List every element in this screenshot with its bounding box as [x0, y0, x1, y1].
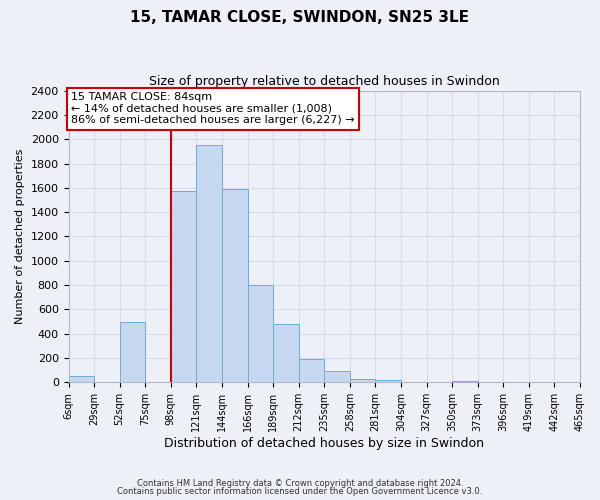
Text: 15, TAMAR CLOSE, SWINDON, SN25 3LE: 15, TAMAR CLOSE, SWINDON, SN25 3LE [131, 10, 470, 25]
Title: Size of property relative to detached houses in Swindon: Size of property relative to detached ho… [149, 75, 500, 88]
Bar [68, 376, 94, 382]
Bar [273, 324, 299, 382]
Bar [350, 378, 376, 382]
Bar [248, 285, 273, 382]
Bar [222, 189, 248, 382]
Text: 15 TAMAR CLOSE: 84sqm
← 14% of detached houses are smaller (1,008)
86% of semi-d: 15 TAMAR CLOSE: 84sqm ← 14% of detached … [71, 92, 355, 125]
Text: Contains HM Land Registry data © Crown copyright and database right 2024.: Contains HM Land Registry data © Crown c… [137, 478, 463, 488]
Bar [376, 380, 401, 382]
Bar [119, 322, 145, 382]
Bar [452, 380, 478, 382]
Bar [171, 191, 196, 382]
Y-axis label: Number of detached properties: Number of detached properties [15, 149, 25, 324]
Bar [196, 146, 222, 382]
Bar [299, 359, 324, 382]
Bar [324, 371, 350, 382]
Text: Contains public sector information licensed under the Open Government Licence v3: Contains public sector information licen… [118, 487, 482, 496]
X-axis label: Distribution of detached houses by size in Swindon: Distribution of detached houses by size … [164, 437, 484, 450]
